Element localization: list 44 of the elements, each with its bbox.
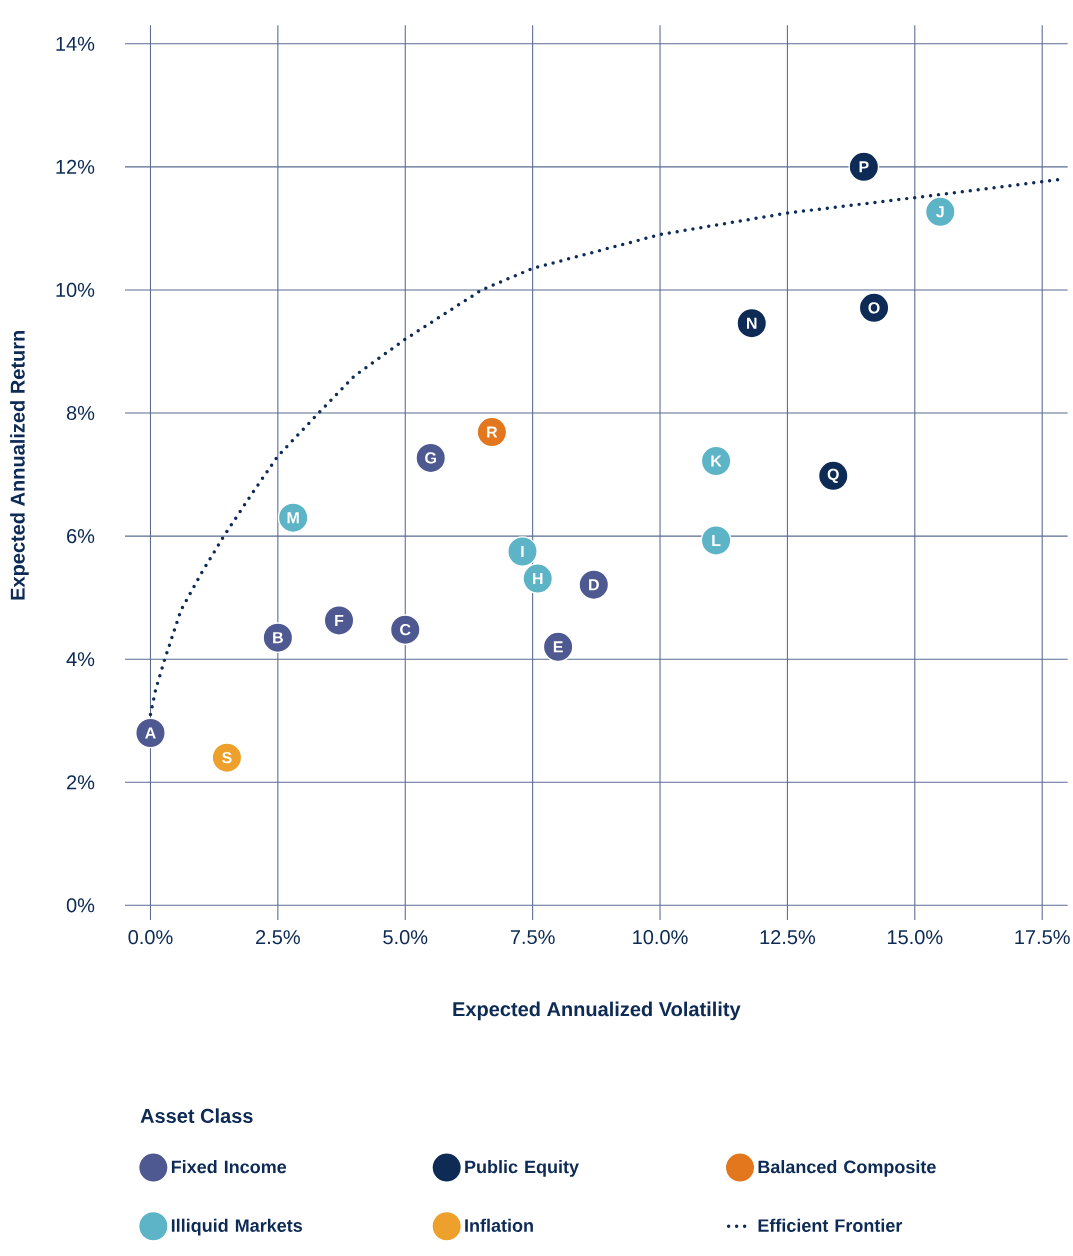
data-label: E <box>553 641 563 653</box>
data-label: K <box>711 455 722 467</box>
x-tick-label: 5.0% <box>383 930 428 945</box>
x-tick-label: 12.5% <box>760 930 816 945</box>
data-label: J <box>936 206 944 218</box>
legend-label: Public Equity <box>465 1160 579 1177</box>
data-label: H <box>533 573 543 585</box>
x-tick-label: 0.0% <box>128 930 173 945</box>
data-label: Q <box>827 468 839 483</box>
data-label: D <box>589 579 599 591</box>
y-tick-label: 0% <box>66 898 95 913</box>
data-label: R <box>487 426 498 438</box>
y-tick-label: 4% <box>66 652 95 667</box>
data-label: F <box>335 614 344 626</box>
y-tick-label: 8% <box>66 405 95 421</box>
x-tick-label: 17.5% <box>1015 930 1070 945</box>
x-axis-title: Expected Annualized Volatility <box>453 1001 741 1021</box>
legend-label: Inflation <box>465 1218 533 1232</box>
x-tick-label: 15.0% <box>887 930 943 945</box>
data-label: P <box>859 161 869 173</box>
data-label: B <box>273 632 283 644</box>
data-label: G <box>425 452 436 464</box>
data-label: L <box>712 534 721 546</box>
y-tick-label: 2% <box>67 775 95 790</box>
data-label: N <box>747 317 757 329</box>
legend-label: Illiquid Markets <box>171 1218 302 1236</box>
legend-label: Efficient Frontier <box>758 1218 903 1232</box>
data-label: C <box>400 623 411 636</box>
data-label: S <box>222 751 232 764</box>
data-label: M <box>287 512 299 524</box>
y-axis-title: Expected Annualized Return <box>10 331 29 600</box>
x-tick-label: 7.5% <box>510 930 555 945</box>
legend-label: Fixed Income <box>171 1160 287 1174</box>
y-tick-label: 14% <box>56 36 95 51</box>
y-tick-label: 10% <box>56 282 95 298</box>
legend-title: Asset Class <box>140 1108 253 1123</box>
y-tick-label: 12% <box>56 159 95 174</box>
x-tick-label: 10.0% <box>633 930 688 945</box>
data-label: A <box>145 727 156 739</box>
x-tick-label: 2.5% <box>256 930 300 945</box>
y-tick-label: 6% <box>67 529 95 544</box>
data-label: O <box>868 302 880 314</box>
data-label: I <box>521 545 524 557</box>
legend-label: Balanced Composite <box>758 1160 936 1177</box>
